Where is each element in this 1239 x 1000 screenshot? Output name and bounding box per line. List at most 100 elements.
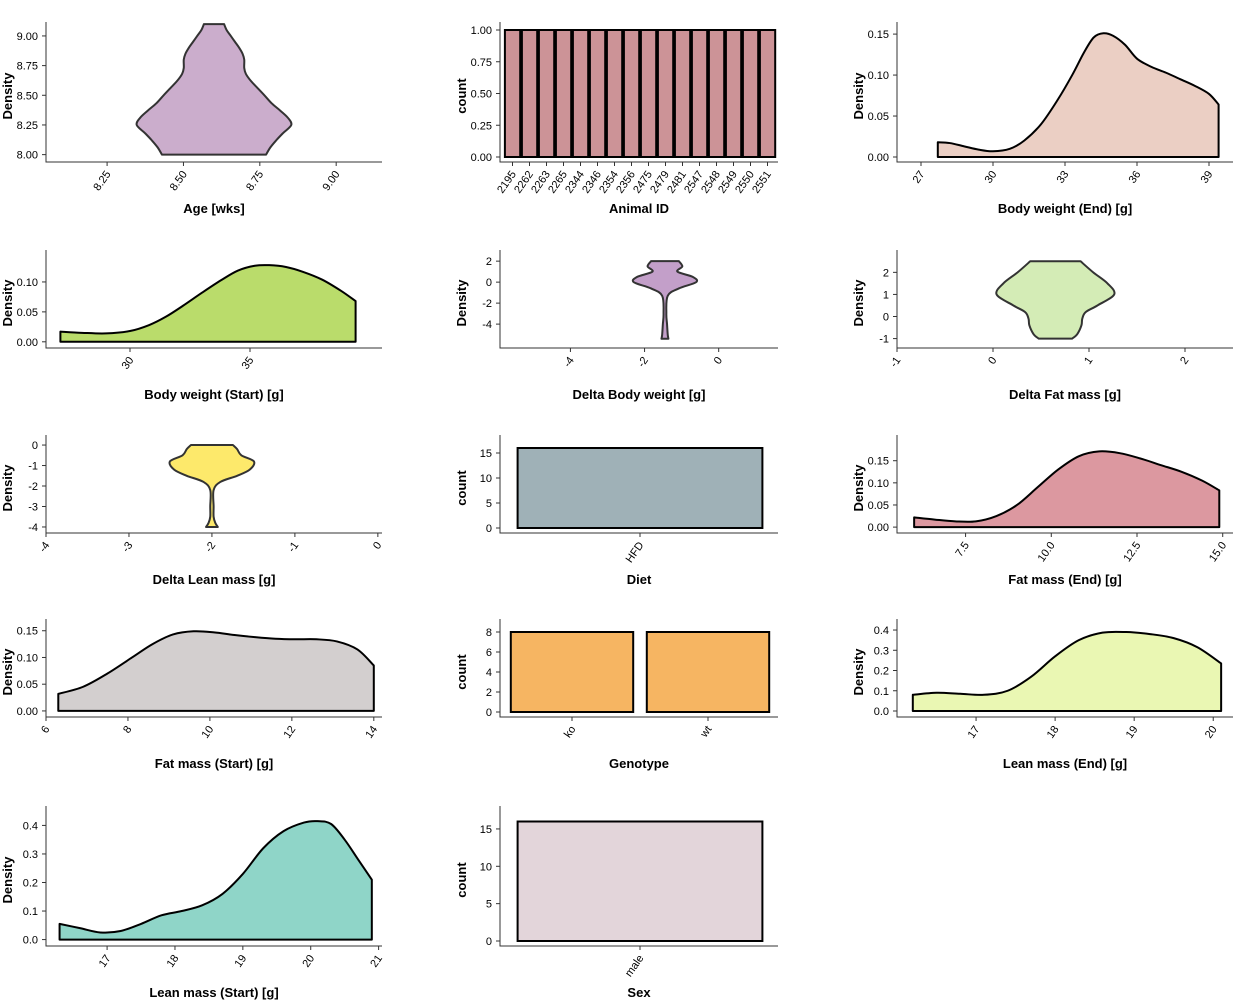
y-tick-label: 0.2 bbox=[874, 666, 889, 678]
density-area bbox=[59, 264, 357, 343]
y-axis-title: count bbox=[454, 654, 469, 690]
chart-panel-8: HFD 0 5 10 15 Diet count bbox=[454, 435, 778, 587]
axis-lines bbox=[896, 619, 1233, 718]
x-tick-label: 2551 bbox=[750, 169, 774, 196]
y-axis-title: Density bbox=[0, 72, 15, 120]
bar bbox=[707, 29, 726, 158]
axis-lines bbox=[499, 619, 778, 718]
y-axis-title: Density bbox=[0, 464, 15, 512]
y-tick-label: 0 bbox=[486, 277, 492, 289]
y-tick-label: -2 bbox=[482, 298, 492, 310]
x-tick-label: 9.00 bbox=[321, 169, 343, 193]
x-axis-title: Genotype bbox=[609, 756, 669, 771]
bar bbox=[645, 631, 771, 713]
x-tick-label: -1 bbox=[286, 540, 301, 555]
x-axis-title: Body weight (Start) [g] bbox=[144, 387, 283, 402]
y-tick-label: 5 bbox=[486, 498, 492, 510]
axis-lines bbox=[499, 250, 778, 349]
y-axis-title: count bbox=[454, 470, 469, 506]
bar bbox=[622, 29, 641, 158]
axis-lines bbox=[45, 22, 382, 163]
axis-lines bbox=[45, 250, 382, 349]
violin-shape bbox=[168, 444, 256, 528]
bar bbox=[571, 29, 590, 158]
x-tick-label: ko bbox=[562, 724, 578, 740]
density-area bbox=[913, 450, 1221, 529]
bar bbox=[690, 29, 709, 158]
x-tick-label: 30 bbox=[120, 355, 137, 372]
y-tick-label: 0.25 bbox=[471, 120, 492, 132]
y-tick-label: 0.50 bbox=[471, 89, 492, 101]
axis-lines bbox=[45, 435, 382, 534]
violin-shape bbox=[135, 23, 293, 156]
chart-panel-4: 30 35 0.00 0.05 0.10 Body weight (Start) [g] D… bbox=[0, 250, 382, 402]
y-tick-label: 10 bbox=[480, 861, 492, 873]
y-axis-title: Density bbox=[0, 856, 15, 904]
x-tick-label: 18 bbox=[165, 953, 182, 970]
bar bbox=[656, 29, 675, 158]
y-tick-label: 0.10 bbox=[17, 653, 38, 665]
x-tick-label: 35 bbox=[240, 355, 257, 372]
bar bbox=[741, 29, 760, 158]
chart-panel-2: 2195226222632265234423462354235624752479… bbox=[454, 22, 778, 216]
y-tick-label: 1 bbox=[883, 289, 889, 301]
y-tick-label: 0.3 bbox=[23, 849, 38, 861]
chart-panel-14: male 0 5 10 15 Sex count bbox=[454, 806, 778, 1000]
x-tick-label: 20 bbox=[300, 953, 317, 970]
y-tick-label: 0.00 bbox=[868, 522, 889, 534]
chart-panel-1: 8.25 8.50 8.75 9.00 8.00 8.25 8.50 8.75 9.00 Age … bbox=[0, 22, 382, 216]
y-axis-title: Density bbox=[851, 72, 866, 120]
x-tick-label: 0 bbox=[371, 540, 384, 552]
x-tick-label: -2 bbox=[636, 355, 651, 370]
x-tick-label: 36 bbox=[1127, 169, 1144, 186]
y-axis-title: count bbox=[454, 78, 469, 114]
y-tick-label: 0 bbox=[32, 440, 38, 452]
y-tick-label: 4 bbox=[486, 667, 492, 679]
x-tick-label: -4 bbox=[561, 355, 576, 370]
y-tick-label: 15 bbox=[480, 448, 492, 460]
x-tick-label: 2 bbox=[1178, 355, 1191, 367]
y-tick-label: 0.10 bbox=[17, 277, 38, 289]
bar bbox=[605, 29, 624, 158]
y-tick-label: -4 bbox=[28, 522, 38, 534]
x-axis-title: Delta Fat mass [g] bbox=[1009, 387, 1121, 402]
y-tick-label: 0.3 bbox=[874, 645, 889, 657]
x-tick-label: 27 bbox=[911, 169, 928, 186]
x-tick-label: wt bbox=[698, 724, 715, 741]
y-tick-label: 0.00 bbox=[17, 337, 38, 349]
y-tick-label: 0.05 bbox=[868, 500, 889, 512]
y-tick-label: 8.75 bbox=[17, 61, 38, 73]
axis-lines bbox=[499, 806, 778, 947]
x-tick-label: -2 bbox=[203, 540, 218, 555]
y-tick-label: 9.00 bbox=[17, 31, 38, 43]
x-axis-title: Fat mass (End) [g] bbox=[1008, 572, 1121, 587]
y-tick-label: 0.4 bbox=[874, 625, 889, 637]
bar bbox=[520, 29, 539, 158]
y-tick-label: 0.0 bbox=[874, 706, 889, 718]
x-tick-label: HFD bbox=[624, 540, 647, 565]
x-tick-label: 12 bbox=[281, 724, 298, 741]
chart-panel-7: -4 -3 -2 -1 0 -4 -3 -2 -1 0 Delta Lean mass [g] Den… bbox=[0, 435, 384, 587]
chart-panel-11: ko wt 0 2 4 6 8 Genotype count bbox=[454, 619, 778, 771]
chart-panel-9: 7.5 10.0 12.5 15.0 0.00 0.05 0.10 0.15 Fat mass … bbox=[851, 435, 1233, 587]
y-tick-label: 2 bbox=[486, 256, 492, 268]
y-tick-label: 0.4 bbox=[23, 820, 38, 832]
x-axis-title: Animal ID bbox=[609, 201, 669, 216]
x-tick-label: 17 bbox=[97, 953, 114, 970]
x-tick-label: -4 bbox=[37, 540, 52, 555]
x-tick-label: 39 bbox=[1199, 169, 1216, 186]
bar bbox=[724, 29, 743, 158]
x-tick-label: 14 bbox=[363, 724, 380, 741]
y-tick-label: 8.50 bbox=[17, 90, 38, 102]
x-axis-title: Delta Body weight [g] bbox=[573, 387, 706, 402]
y-axis-title: Density bbox=[0, 279, 15, 327]
bar bbox=[673, 29, 692, 158]
y-tick-label: 0.1 bbox=[23, 906, 38, 918]
violin-shape bbox=[631, 260, 699, 340]
x-tick-label: 0 bbox=[712, 355, 725, 367]
bar bbox=[639, 29, 658, 158]
x-tick-label: 1 bbox=[1082, 355, 1095, 367]
x-axis-title: Lean mass (Start) [g] bbox=[149, 985, 278, 1000]
chart-panel-13: 17 18 19 20 21 0.0 0.1 0.2 0.3 0.4 Lean mass (Star… bbox=[0, 806, 385, 1000]
